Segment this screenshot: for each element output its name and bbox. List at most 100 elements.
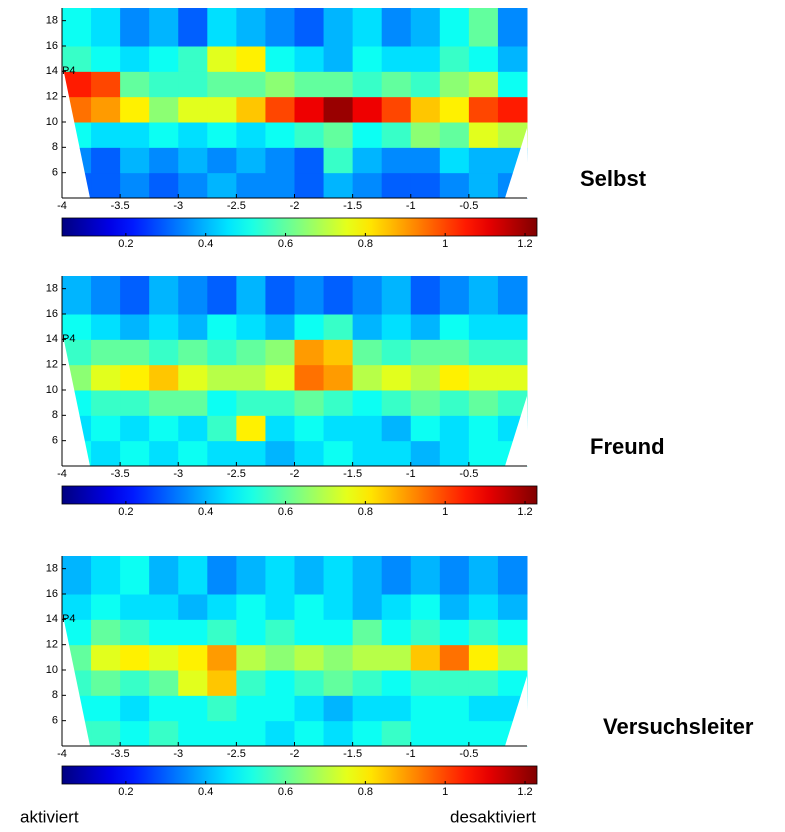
colorbar-tick-label: 1 bbox=[442, 238, 448, 250]
heat-cell bbox=[149, 440, 179, 467]
heat-cell bbox=[149, 314, 179, 340]
heat-cell bbox=[236, 339, 266, 366]
heat-cell bbox=[149, 96, 179, 123]
heat-cell bbox=[178, 46, 208, 72]
heat-cell bbox=[62, 594, 92, 620]
heat-cell bbox=[207, 339, 237, 366]
heat-cell bbox=[91, 147, 121, 174]
heat-cell bbox=[120, 556, 150, 595]
heat-cell bbox=[410, 556, 441, 595]
heat-cell bbox=[439, 96, 470, 123]
y-tick-label: 16 bbox=[46, 40, 58, 52]
heat-cell bbox=[91, 415, 121, 442]
x-tick-label: -2.5 bbox=[227, 748, 246, 760]
heat-cell bbox=[294, 96, 325, 123]
y-tick-label: 14 bbox=[46, 65, 58, 77]
heat-cell bbox=[352, 71, 383, 98]
heat-cell bbox=[410, 390, 441, 416]
heat-cell bbox=[410, 172, 441, 199]
x-tick-label: -3.5 bbox=[111, 748, 130, 760]
y-tick-label: 12 bbox=[46, 639, 58, 651]
coi-mask bbox=[62, 611, 90, 746]
x-tick-label: -3.5 bbox=[111, 468, 130, 480]
heat-cell bbox=[265, 276, 295, 315]
heat-cell bbox=[323, 147, 354, 174]
coi-mask bbox=[505, 676, 528, 746]
heat-cell bbox=[410, 339, 441, 366]
x-tick-label: -2 bbox=[290, 200, 300, 212]
heat-cell bbox=[91, 46, 121, 72]
x-tick-label: -4 bbox=[57, 200, 67, 212]
colorbar-tick-label: 1 bbox=[442, 786, 448, 798]
heat-cell bbox=[207, 96, 237, 123]
heat-cell bbox=[497, 619, 528, 646]
heat-cell bbox=[91, 364, 121, 391]
heat-cell bbox=[294, 556, 325, 595]
heat-cell bbox=[323, 71, 354, 98]
y-tick-label: 18 bbox=[46, 15, 58, 27]
heat-cell bbox=[207, 415, 237, 442]
heat-cell bbox=[294, 720, 325, 747]
heat-cell bbox=[91, 71, 121, 98]
heat-cell bbox=[381, 415, 412, 442]
heat-cell bbox=[120, 695, 150, 722]
heat-cell bbox=[149, 670, 179, 696]
heat-cell bbox=[294, 339, 325, 366]
heat-cell bbox=[120, 390, 150, 416]
heat-cell bbox=[381, 644, 412, 671]
heat-cell bbox=[381, 695, 412, 722]
heat-cell bbox=[178, 122, 208, 148]
heat-cell bbox=[352, 440, 383, 467]
heat-cell bbox=[439, 670, 470, 696]
heat-cell bbox=[149, 122, 179, 148]
heat-cell bbox=[207, 122, 237, 148]
heat-cell bbox=[265, 8, 295, 47]
heat-cell bbox=[352, 720, 383, 747]
heat-cell bbox=[265, 314, 295, 340]
heat-cell bbox=[439, 619, 470, 646]
heat-cell bbox=[120, 440, 150, 467]
x-tick-label: -1.5 bbox=[343, 748, 362, 760]
heat-cell bbox=[497, 96, 528, 123]
heat-cell bbox=[439, 147, 470, 174]
heat-cell bbox=[323, 556, 354, 595]
y-tick-label: 10 bbox=[46, 384, 58, 396]
heat-cell bbox=[381, 46, 412, 72]
colorbar bbox=[61, 217, 538, 237]
heat-cell bbox=[352, 122, 383, 148]
heat-cell bbox=[91, 594, 121, 620]
colorbar-tick-label: 0.6 bbox=[278, 506, 293, 518]
heat-cell bbox=[323, 644, 354, 671]
annotation: P4 bbox=[62, 613, 75, 625]
heat-cell bbox=[149, 594, 179, 620]
panel: 6 8 10 12 14 16 18 -4 -3.5 -3 -2.5 -2 -1.5 -1 -0.5 P4 Ve… bbox=[46, 556, 754, 798]
heat-cell bbox=[439, 122, 470, 148]
heat-cell bbox=[294, 8, 325, 47]
panel-title: Selbst bbox=[580, 166, 647, 191]
heat-cell bbox=[381, 8, 412, 47]
panel: 6 8 10 12 14 16 18 -4 -3.5 -3 -2.5 -2 -1.5 -1 -0.5 P4 Se… bbox=[46, 8, 647, 250]
x-tick-label: -0.5 bbox=[459, 468, 478, 480]
heat-cell bbox=[468, 695, 499, 722]
heat-cell bbox=[381, 556, 412, 595]
colorbar bbox=[61, 485, 538, 505]
coi-mask bbox=[62, 331, 90, 466]
heat-cell bbox=[178, 594, 208, 620]
heat-cell bbox=[468, 670, 499, 696]
colorbar-tick-label: 0.8 bbox=[358, 786, 373, 798]
heat-cell bbox=[207, 619, 237, 646]
heat-cell bbox=[265, 670, 295, 696]
heat-cell bbox=[62, 314, 92, 340]
heat-cell bbox=[120, 46, 150, 72]
heat-cell bbox=[207, 314, 237, 340]
heat-cell bbox=[439, 390, 470, 416]
heat-cell bbox=[352, 96, 383, 123]
colorbar-tick-label: 0.2 bbox=[118, 238, 133, 250]
x-tick-label: -2.5 bbox=[227, 468, 246, 480]
x-tick-label: -3 bbox=[173, 468, 183, 480]
heat-cell bbox=[149, 619, 179, 646]
heat-cell bbox=[91, 556, 121, 595]
heat-cell bbox=[178, 339, 208, 366]
heat-cell bbox=[381, 619, 412, 646]
heat-cell bbox=[207, 594, 237, 620]
